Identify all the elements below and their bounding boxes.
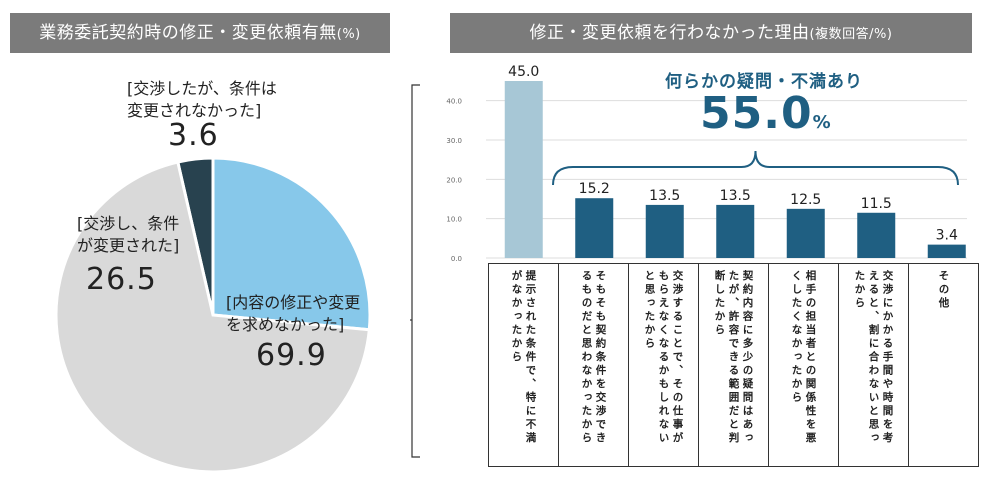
pie-label-negotiated-changed: [交渉し、条件 が変更された] [77,213,217,257]
bar-value-label: 3.4 [936,228,958,244]
bar-value-label: 45.0 [508,64,539,80]
pie-label-line: 変更されなかった] [127,101,262,120]
pie-chart [54,156,372,474]
bar-value-label: 13.5 [649,188,680,204]
bar [645,204,684,258]
left-bracket [411,84,420,458]
bar-header-title: 修正・変更依頼を行わなかった理由 [529,23,810,43]
bar [716,204,755,258]
bar [927,244,966,258]
bar-header-suffix: (複数回答/%) [809,27,893,42]
callout-value-number: 55.0 [700,88,813,139]
bar-chart-header: 修正・変更依頼を行わなかった理由(複数回答/%) [450,13,972,53]
category-label: そもそも契約条件を交渉できるものだと思わなかったから [580,270,607,446]
pie-value-negotiated-unchanged: 3.6 [168,118,219,153]
bar [504,81,543,258]
category-label: 提示された条件で、特に不満がなかったから [510,270,537,446]
pie-label-line: [交渉したが、条件は [127,79,277,98]
bar-value-label: 13.5 [720,188,751,204]
pie-slice-negotiated-changed [211,156,372,332]
pie-chart-header: 業務委託契約時の修正・変更依頼有無(%) [10,13,390,53]
pie-label-line: [内容の修正や変更 [226,293,361,312]
category-label: その他 [937,270,950,311]
category-label: 交渉にかかる手間や時間を考えると、割に合わないと思ったから [853,270,894,446]
category-label-table: 提示された条件で、特に不満がなかったから そもそも契約条件を交渉できるものだと思… [488,263,979,467]
bar-value-label: 12.5 [790,192,821,208]
callout-value-unit: % [812,112,832,133]
callout-title: 何らかの疑問・不満あり [665,72,863,92]
category-label: 交渉することで、その仕事がもらえなくなるかもしれないと思ったから [643,270,684,446]
category-cell: 交渉にかかる手間や時間を考えると、割に合わないと思ったから [838,263,909,467]
pie-label-line: を求めなかった] [226,315,345,334]
category-label: 相手の担当者との関係性を悪くしたくなかったから [790,270,817,446]
category-cell: 契約内容に多少の疑問はあったが、許容できる範囲だと判断したから [698,263,769,467]
y-tick-label: 40.0 [446,98,462,106]
pie-header-title: 業務委託契約時の修正・変更依頼有無 [39,23,337,43]
bar [857,212,896,258]
category-cell: 相手の担当者との関係性を悪くしたくなかったから [768,263,839,467]
pie-value-negotiated-changed: 26.5 [86,262,157,297]
category-cell: 提示された条件で、特に不満がなかったから [488,263,559,467]
pie-header-suffix: (%) [336,27,361,42]
bar [786,208,825,258]
pie-value-no-request: 69.9 [256,338,327,373]
callout-value: 55.0% [700,88,832,139]
pie-label-no-request: [内容の修正や変更 を求めなかった] [226,292,406,336]
pie-slice-no-request [54,160,371,474]
category-cell: 交渉することで、その仕事がもらえなくなるかもしれないと思ったから [628,263,699,467]
category-label: 契約内容に多少の疑問はあったが、許容できる範囲だと判断したから [713,270,754,446]
bar [575,198,614,258]
bar-value-label: 11.5 [861,196,892,212]
bar-chart: 0.0 10.0 20.0 30.0 40.0 45.0 15.2 13.5 13.5 12.5 1… [410,64,967,458]
y-tick-label: 30.0 [446,137,462,145]
pie-label-line: [交渉し、条件 [77,214,180,233]
callout-brace [552,150,959,186]
category-cell: その他 [908,263,979,467]
pie-label-negotiated-unchanged: [交渉したが、条件は 変更されなかった] [127,78,297,122]
category-cell: そもそも契約条件を交渉できるものだと思わなかったから [558,263,629,467]
bar-value-label: 15.2 [579,181,610,197]
y-tick-label: 20.0 [446,176,462,184]
y-tick-label: 0.0 [451,255,462,263]
y-tick-label: 10.0 [446,216,462,224]
pie-label-line: が変更された] [77,236,180,255]
